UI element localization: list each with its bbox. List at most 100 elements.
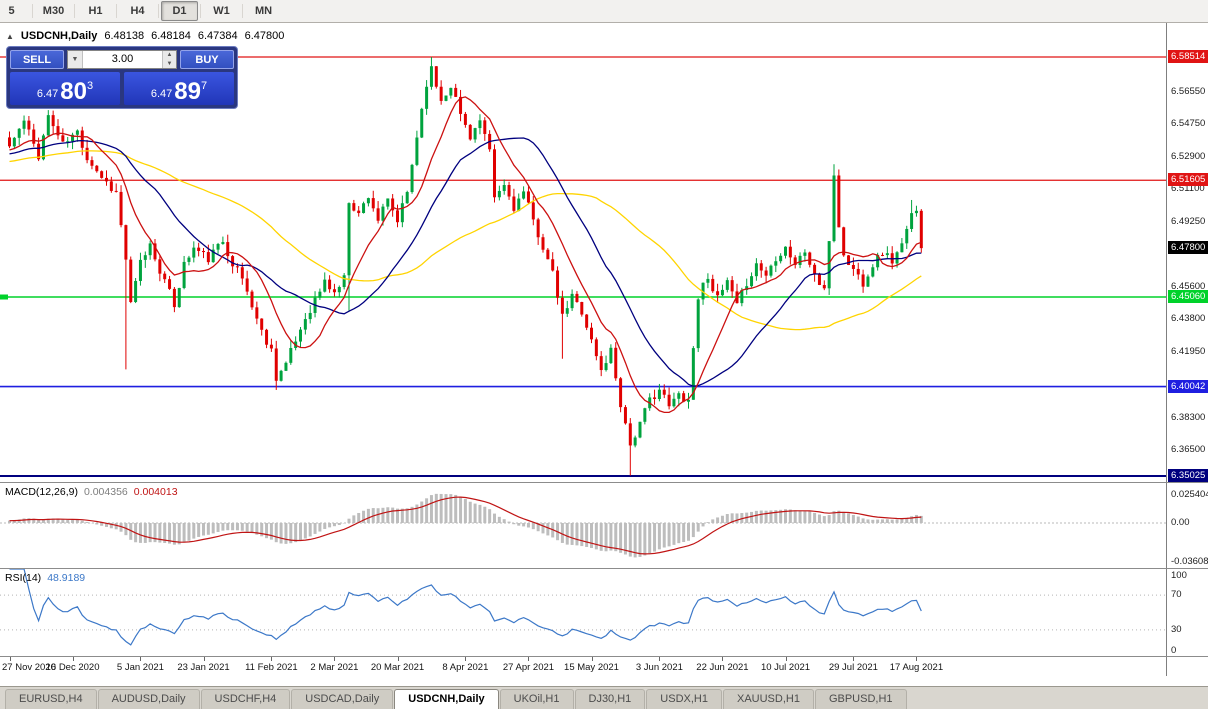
- price-tick-label: 6.36500: [1171, 443, 1206, 455]
- date-label: 22 Jun 2021: [696, 662, 749, 673]
- date-label: 20 Mar 2021: [370, 662, 425, 673]
- buy-price-display[interactable]: 6.47 89 7: [124, 72, 234, 105]
- time-tick: [853, 657, 855, 661]
- one-click-trading-panel: SELL ▼ 3.00 ▲ ▼ BUY 6.47 80 3 6.47 89 7: [6, 46, 238, 109]
- ohlc-open: 6.48138: [104, 30, 145, 42]
- time-tick: [334, 657, 336, 661]
- main-macd-divider: [0, 482, 1208, 483]
- volume-input[interactable]: 3.00: [111, 53, 134, 65]
- tab-usdx-h1[interactable]: USDX,H1: [646, 689, 722, 709]
- one-click-collapse-icon[interactable]: ▲: [6, 31, 14, 41]
- macd-axis-label: 0.00: [1171, 517, 1190, 528]
- buy-price-point: 7: [201, 80, 208, 92]
- price-tick-label: 6.38300: [1171, 411, 1206, 423]
- rsi-value: 48.9189: [47, 572, 86, 584]
- rsi-panel[interactable]: RSI(14) 48.9189: [0, 569, 1166, 656]
- rsi-axis-label: 0: [1171, 645, 1177, 656]
- date-label: 3 Jun 2021: [635, 662, 683, 673]
- tab-usdcad-daily[interactable]: USDCAD,Daily: [291, 689, 394, 709]
- tab-xauusd-h1[interactable]: XAUUSD,H1: [722, 689, 814, 709]
- sell-price-pips: 80: [60, 78, 87, 105]
- time-tick: [397, 657, 399, 661]
- price-tick-label: 6.45600: [1171, 281, 1206, 293]
- macd-axis-label: -0.03608: [1171, 556, 1208, 567]
- macd-name: MACD(12,26,9): [5, 486, 78, 498]
- price-tick-label: 6.49250: [1171, 216, 1206, 228]
- time-tick: [72, 657, 74, 661]
- chart-tabbar: EURUSD,H4 AUDUSD,Daily USDCHF,H4 USDCAD,Dai…: [0, 686, 1208, 709]
- volume-spin-down-icon[interactable]: ▼: [163, 59, 176, 68]
- sell-button[interactable]: SELL: [10, 50, 64, 69]
- price-tick-label: 6.56550: [1171, 86, 1206, 98]
- tab-gbpusd-h1[interactable]: GBPUSD,H1: [814, 689, 907, 709]
- time-tick: [9, 657, 11, 661]
- time-tick: [591, 657, 593, 661]
- rsi-axis-label: 100: [1171, 570, 1187, 581]
- toolbar-separator: [242, 4, 243, 18]
- price-level-badge: 6.58514: [1168, 50, 1208, 63]
- date-label: 5 Jan 2021: [116, 662, 164, 673]
- toolbar-separator: [74, 4, 75, 18]
- timeframe-button-mn[interactable]: MN: [254, 5, 273, 17]
- tab-usdchf-h4[interactable]: USDCHF,H4: [200, 689, 291, 709]
- sell-price-base: 6.47: [36, 88, 59, 100]
- rsi-chart[interactable]: [0, 569, 1166, 656]
- price-tick-label: 6.41950: [1171, 346, 1206, 358]
- time-tick: [271, 657, 273, 661]
- price-tick-label: 6.54750: [1171, 118, 1206, 130]
- timeframe-button-w1[interactable]: W1: [213, 5, 230, 17]
- timeframe-button-d1[interactable]: D1: [161, 1, 198, 21]
- price-axis[interactable]: 6.56550 6.54750 6.52900 6.51100 6.49250 6.456…: [1166, 23, 1208, 676]
- volume-spin-up-icon[interactable]: ▲: [163, 51, 176, 60]
- timeframe-button-5[interactable]: 5: [8, 5, 15, 17]
- tab-audusd-daily[interactable]: AUDUSD,Daily: [97, 689, 200, 709]
- date-label: 10 Jul 2021: [760, 662, 811, 673]
- toolbar-separator: [200, 4, 201, 18]
- price-tick-label: 6.52900: [1171, 151, 1206, 163]
- timeframe-button-h1[interactable]: H1: [88, 5, 103, 17]
- candlestick-chart[interactable]: [0, 23, 1166, 482]
- time-tick: [722, 657, 724, 661]
- volume-box: ▼ 3.00 ▲ ▼: [67, 50, 177, 69]
- price-level-badge: 6.40042: [1168, 379, 1208, 393]
- timeframe-toolbar: 5 M30 H1 H4 D1 W1 MN: [0, 0, 1208, 23]
- time-tick: [203, 657, 205, 661]
- toolbar-separator: [32, 4, 33, 18]
- buy-button[interactable]: BUY: [180, 50, 234, 69]
- buy-price-pips: 89: [174, 78, 201, 105]
- buy-price-base: 6.47: [150, 88, 173, 100]
- sell-price-point: 3: [87, 80, 94, 92]
- macd-axis-label: 0.025404: [1171, 489, 1208, 500]
- tab-eurusd-h4[interactable]: EURUSD,H4: [5, 689, 97, 709]
- date-label: 23 Jan 2021: [177, 662, 230, 673]
- macd-label: MACD(12,26,9) 0.004356 0.004013: [5, 486, 178, 498]
- macd-rsi-divider: [0, 568, 1208, 569]
- ohlc-low: 6.47384: [197, 30, 238, 42]
- chart-title: ▲ USDCNH,Daily 6.48138 6.48184 6.47384 6…: [6, 30, 284, 42]
- macd-panel[interactable]: MACD(12,26,9) 0.004356 0.004013: [0, 483, 1166, 568]
- ohlc-high: 6.48184: [151, 30, 191, 42]
- date-label: 29 Jul 2021: [828, 662, 878, 673]
- time-tick: [916, 657, 918, 661]
- rsi-label: RSI(14) 48.9189: [5, 572, 85, 584]
- time-tick: [140, 657, 142, 661]
- price-tick-label: 6.51100: [1171, 183, 1205, 195]
- volume-dropdown-icon[interactable]: ▼: [68, 51, 83, 68]
- rsi-axis-label: 70: [1171, 589, 1182, 601]
- macd-main-value: 0.004356: [83, 486, 128, 498]
- macd-chart[interactable]: [0, 483, 1166, 568]
- tab-ukoil-h1[interactable]: UKOil,H1: [499, 689, 574, 709]
- time-tick: [659, 657, 661, 661]
- timeframe-button-m30[interactable]: M30: [42, 5, 65, 17]
- price-level-badge: 6.35025: [1168, 469, 1208, 483]
- toolbar-separator: [158, 4, 159, 18]
- tab-dj30-h1[interactable]: DJ30,H1: [574, 689, 646, 709]
- timeframe-button-h4[interactable]: H4: [130, 5, 145, 17]
- sell-price-display[interactable]: 6.47 80 3: [10, 72, 120, 105]
- time-axis[interactable]: 27 Nov 2020 16 Dec 2020 5 Jan 2021 23 Jan 2…: [0, 657, 1166, 676]
- tab-usdcnh-daily[interactable]: USDCNH,Daily: [394, 689, 499, 709]
- rsi-timeaxis-divider: [0, 656, 1208, 657]
- price-tick-label: 6.43800: [1171, 313, 1206, 325]
- rsi-axis-label: 30: [1171, 623, 1182, 635]
- price-level-badge: 6.51605: [1168, 173, 1208, 187]
